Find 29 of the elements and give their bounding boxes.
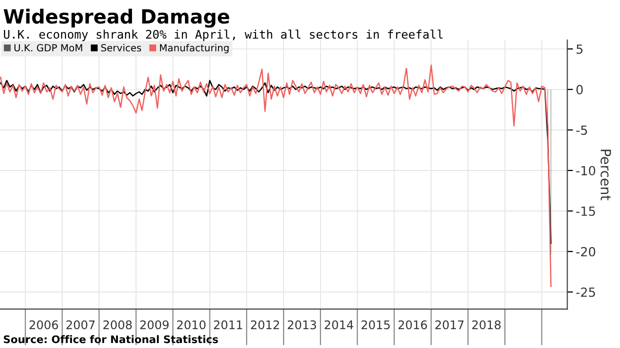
chart-title: Widespread Damage (4, 8, 230, 28)
x-tick-label: 2018 (472, 320, 501, 330)
line-series (0, 80, 552, 244)
y-tick-label: -20 (576, 246, 596, 256)
x-tick-label: 2006 (30, 320, 58, 330)
y-tick-label: -25 (576, 287, 595, 297)
legend-label: Services (101, 44, 142, 52)
x-tick-label: 2016 (398, 320, 427, 330)
y-tick-label: -15 (576, 206, 595, 216)
y-tick-label: -10 (576, 166, 596, 176)
chart-subtitle: U.K. economy shrank 20% in April, with all sectors in freefall (4, 30, 443, 42)
x-tick-label: 2013 (288, 320, 316, 330)
x-tick-label: 2015 (362, 320, 390, 330)
source-note: Source: Office for National Statistics (4, 335, 218, 344)
x-tick-label: 2011 (214, 320, 242, 330)
line-series (0, 64, 552, 287)
y-axis-title: Percent (600, 150, 611, 200)
x-tick-label: 2008 (103, 320, 132, 330)
x-tick-label: 2010 (177, 320, 206, 330)
legend-label: Manufacturing (160, 44, 229, 54)
x-tick-label: 2007 (66, 320, 95, 330)
y-tick-label: -5 (576, 126, 588, 135)
legend-label: U.K. GDP MoM (14, 44, 82, 52)
x-tick-label: 2014 (324, 320, 354, 330)
y-tick-label: 0 (576, 84, 583, 94)
x-tick-label: 2009 (140, 320, 169, 330)
x-tick-label: 2012 (250, 320, 279, 330)
x-tick-label: 2017 (435, 320, 464, 330)
y-tick-label: 5 (576, 44, 582, 54)
